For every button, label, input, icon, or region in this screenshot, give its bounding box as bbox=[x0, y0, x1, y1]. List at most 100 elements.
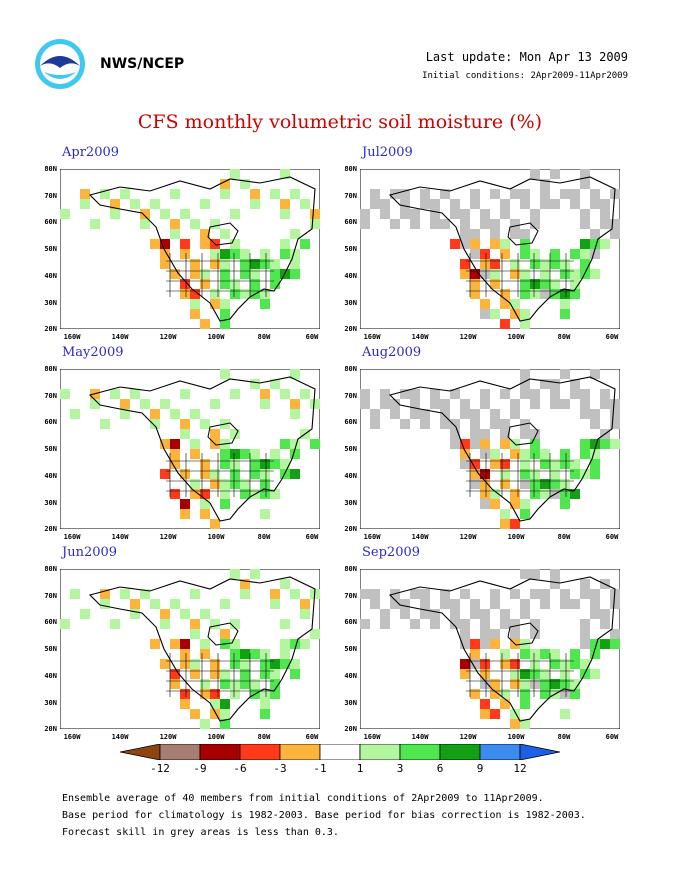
colorbar-level-label: -12 bbox=[150, 762, 170, 775]
y-tick-label: 80N bbox=[44, 165, 57, 173]
x-tick-label: 80W bbox=[557, 733, 571, 741]
y-tick-label: 70N bbox=[344, 391, 357, 400]
y-tick-label: 50N bbox=[44, 645, 57, 654]
colorbar-segment bbox=[479, 744, 521, 760]
x-tick-label: 160W bbox=[363, 733, 381, 741]
note-base-period: Base period for climatology is 1982-2003… bbox=[62, 810, 586, 821]
y-tick-label: 40N bbox=[44, 271, 57, 280]
colorbar-segment bbox=[279, 744, 321, 760]
x-tick-label: 60W bbox=[305, 533, 319, 541]
initial-conditions: Initial conditions: 2Apr2009-11Apr2009 bbox=[422, 71, 628, 81]
y-tick-label: 60N bbox=[344, 418, 357, 427]
colorbar-level-label: 6 bbox=[436, 762, 444, 775]
x-tick-label: 80W bbox=[557, 533, 571, 541]
panel-may2009: May2009 80N 70N 60N 50N 40N 30N 20N 160W 140W 120… bbox=[44, 345, 360, 552]
note-skill: Forecast skill in grey areas is less tha… bbox=[62, 827, 339, 838]
y-tick-label: 50N bbox=[44, 445, 57, 454]
map-plot bbox=[60, 169, 320, 329]
x-tick-label: 160W bbox=[63, 333, 81, 341]
colorbar-level-label: 3 bbox=[396, 762, 404, 775]
panel-title: Aug2009 bbox=[362, 345, 422, 360]
notes: Ensemble average of 40 members from init… bbox=[62, 790, 586, 841]
x-tick-label: 60W bbox=[605, 533, 619, 541]
y-tick-label: 30N bbox=[344, 498, 357, 507]
y-tick-label: 80N bbox=[44, 365, 57, 373]
y-tick-label: 60N bbox=[344, 618, 357, 627]
map-plot bbox=[360, 369, 620, 529]
y-tick-label: 20N bbox=[344, 525, 357, 534]
y-tick-label: 60N bbox=[44, 218, 57, 227]
colorbar-segment bbox=[359, 744, 401, 760]
x-tick-label: 100W bbox=[207, 733, 225, 741]
note-ensemble: Ensemble average of 40 members from init… bbox=[62, 793, 544, 804]
x-tick-label: 120W bbox=[159, 733, 177, 741]
x-tick-label: 120W bbox=[159, 333, 177, 341]
y-tick-label: 20N bbox=[44, 325, 57, 334]
y-tick-label: 50N bbox=[344, 245, 357, 254]
x-tick-label: 60W bbox=[305, 333, 319, 341]
x-tick-label: 100W bbox=[207, 333, 225, 341]
y-tick-label: 70N bbox=[44, 591, 57, 600]
colorbar bbox=[120, 744, 560, 760]
colorbar-level-label: -6 bbox=[233, 762, 247, 775]
colorbar-segment bbox=[159, 744, 201, 760]
x-tick-label: 100W bbox=[507, 533, 525, 541]
colorbar-segment bbox=[439, 744, 481, 760]
y-tick-label: 20N bbox=[44, 725, 57, 734]
panel-jul2009: Jul2009 80N 70N 60N 50N 40N 30N 20N 160W 140W 120… bbox=[344, 145, 660, 352]
y-tick-label: 60N bbox=[44, 618, 57, 627]
x-tick-label: 140W bbox=[111, 733, 129, 741]
colorbar-level-label: 12 bbox=[513, 762, 527, 775]
x-tick-label: 120W bbox=[459, 533, 477, 541]
panel-jun2009: Jun2009 80N 70N 60N 50N 40N 30N 20N 160W 140W 120… bbox=[44, 545, 360, 752]
x-tick-label: 140W bbox=[411, 533, 429, 541]
org-name: NWS/NCEP bbox=[100, 56, 185, 72]
y-tick-label: 30N bbox=[44, 298, 57, 307]
x-tick-label: 160W bbox=[363, 333, 381, 341]
y-tick-label: 40N bbox=[344, 271, 357, 280]
y-tick-label: 30N bbox=[44, 498, 57, 507]
panel-title: May2009 bbox=[62, 345, 124, 360]
y-tick-label: 40N bbox=[344, 671, 357, 680]
x-tick-label: 100W bbox=[507, 333, 525, 341]
colorbar-segment bbox=[319, 744, 361, 760]
colorbar-segment bbox=[199, 744, 241, 760]
map-plot bbox=[360, 169, 620, 329]
colorbar-level-label: 1 bbox=[356, 762, 364, 775]
colorbar-segment bbox=[120, 744, 161, 760]
y-tick-label: 40N bbox=[344, 471, 357, 480]
y-tick-label: 70N bbox=[44, 191, 57, 200]
y-tick-label: 70N bbox=[344, 191, 357, 200]
x-tick-label: 60W bbox=[605, 733, 619, 741]
x-tick-label: 120W bbox=[459, 333, 477, 341]
y-tick-label: 80N bbox=[44, 565, 57, 573]
last-update: Last update: Mon Apr 13 2009 bbox=[425, 50, 628, 64]
colorbar-level-label: -1 bbox=[313, 762, 327, 775]
panel-title: Jun2009 bbox=[62, 545, 118, 560]
map-plot bbox=[60, 369, 320, 529]
colorbar-segment bbox=[519, 744, 560, 760]
colorbar-segment bbox=[399, 744, 441, 760]
y-tick-label: 80N bbox=[344, 365, 357, 373]
y-tick-label: 40N bbox=[44, 671, 57, 680]
panel-apr2009: Apr2009 80N 70N 60N 50N 40N 30N 20N 160W 140W 120… bbox=[44, 145, 360, 352]
x-tick-label: 80W bbox=[557, 333, 571, 341]
colorbar-level-label: -3 bbox=[273, 762, 287, 775]
x-tick-label: 140W bbox=[111, 533, 129, 541]
x-tick-label: 160W bbox=[63, 533, 81, 541]
y-tick-label: 30N bbox=[44, 698, 57, 707]
y-tick-label: 30N bbox=[344, 698, 357, 707]
colorbar-level-label: 9 bbox=[476, 762, 484, 775]
y-tick-label: 80N bbox=[344, 165, 357, 173]
x-tick-label: 140W bbox=[111, 333, 129, 341]
x-tick-label: 100W bbox=[507, 733, 525, 741]
panel-sep2009: Sep2009 80N 70N 60N 50N 40N 30N 20N 160W 140W 120… bbox=[344, 545, 660, 752]
panel-title: Jul2009 bbox=[362, 145, 413, 160]
x-tick-label: 120W bbox=[459, 733, 477, 741]
y-tick-label: 40N bbox=[44, 471, 57, 480]
y-tick-label: 20N bbox=[344, 725, 357, 734]
y-tick-label: 60N bbox=[44, 418, 57, 427]
y-tick-label: 50N bbox=[44, 245, 57, 254]
y-tick-label: 70N bbox=[44, 391, 57, 400]
x-tick-label: 60W bbox=[605, 333, 619, 341]
